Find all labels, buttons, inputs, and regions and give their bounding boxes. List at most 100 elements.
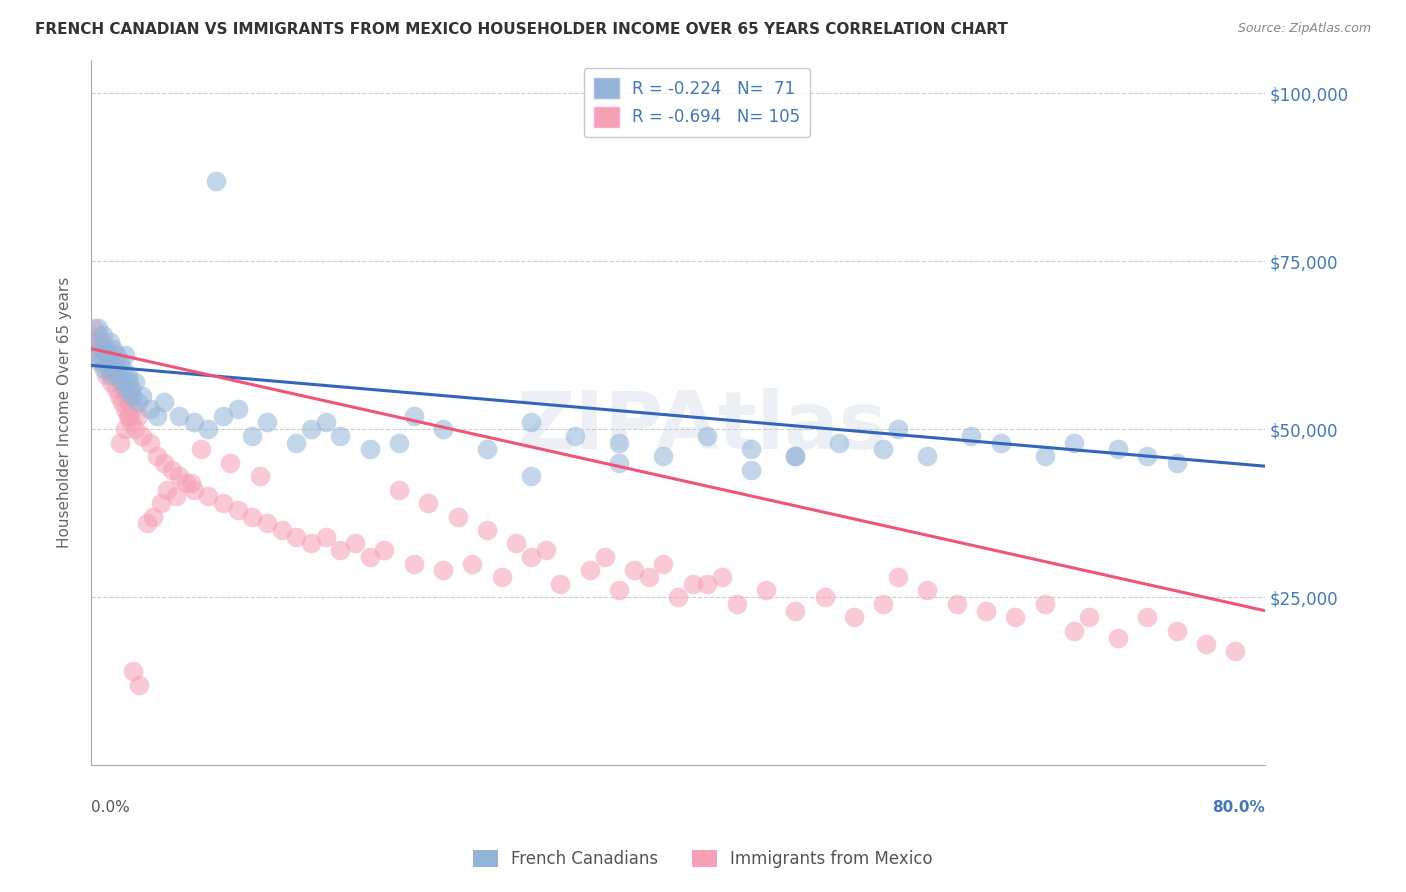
Point (402, 409, 425, 423)
Point (814, 591, 837, 605)
Point (108, 368, 131, 383)
Point (204, 173, 226, 187)
Point (114, 348, 136, 362)
Point (917, 449, 939, 463)
Point (111, 395, 134, 409)
Point (388, 483, 411, 497)
Point (142, 509, 165, 524)
Point (122, 664, 145, 678)
Point (623, 563, 645, 577)
Point (359, 549, 381, 564)
Point (917, 583, 939, 598)
Point (579, 563, 602, 577)
Point (828, 435, 851, 450)
Point (249, 469, 271, 483)
Point (1033, 449, 1056, 463)
Point (131, 389, 153, 403)
Point (270, 523, 292, 537)
Point (520, 549, 543, 564)
Point (887, 570, 910, 584)
Point (432, 563, 454, 577)
Point (696, 429, 718, 443)
Point (226, 503, 249, 517)
Point (872, 597, 894, 611)
Point (974, 604, 997, 618)
Point (1107, 442, 1129, 457)
Point (607, 435, 630, 450)
Text: 0.0%: 0.0% (91, 800, 129, 815)
Point (93, 361, 115, 376)
Point (105, 348, 128, 362)
Point (564, 429, 586, 443)
Text: FRENCH CANADIAN VS IMMIGRANTS FROM MEXICO HOUSEHOLDER INCOME OVER 65 YEARS CORRE: FRENCH CANADIAN VS IMMIGRANTS FROM MEXIC… (35, 22, 1008, 37)
Point (872, 442, 894, 457)
Point (114, 422, 136, 436)
Point (315, 530, 337, 544)
Y-axis label: Householder Income Over 65 years: Householder Income Over 65 years (58, 277, 72, 548)
Point (150, 496, 173, 510)
Point (593, 549, 616, 564)
Point (607, 456, 630, 470)
Point (212, 409, 235, 423)
Legend: R = -0.224   N=  71, R = -0.694   N= 105: R = -0.224 N= 71, R = -0.694 N= 105 (583, 68, 810, 137)
Point (118, 409, 141, 423)
Point (101, 361, 124, 376)
Point (212, 496, 235, 510)
Point (97, 355, 120, 369)
Point (103, 368, 125, 383)
Point (256, 416, 278, 430)
Point (87, 328, 110, 343)
Point (256, 516, 278, 531)
Point (121, 402, 143, 417)
Point (315, 416, 337, 430)
Text: ZIPAtlas: ZIPAtlas (516, 387, 887, 466)
Point (197, 422, 219, 436)
Point (117, 409, 139, 423)
Point (418, 496, 440, 510)
Point (100, 375, 122, 389)
Legend: French Canadians, Immigrants from Mexico: French Canadians, Immigrants from Mexico (467, 843, 939, 875)
Point (108, 389, 131, 403)
Point (1077, 610, 1099, 624)
Point (1063, 624, 1085, 638)
Point (1166, 456, 1188, 470)
Point (344, 536, 367, 550)
Point (167, 469, 190, 483)
Point (105, 368, 128, 383)
Point (131, 429, 153, 443)
Point (104, 382, 127, 396)
Point (299, 422, 322, 436)
Point (1136, 449, 1159, 463)
Point (97, 361, 120, 376)
Point (96, 348, 118, 362)
Point (91, 355, 114, 369)
Point (652, 449, 675, 463)
Point (1225, 644, 1247, 658)
Point (165, 490, 187, 504)
Point (115, 382, 138, 396)
Point (146, 449, 169, 463)
Point (1166, 624, 1188, 638)
Point (329, 543, 352, 558)
Point (89, 355, 111, 369)
Point (91, 328, 114, 343)
Point (842, 610, 865, 624)
Point (160, 462, 183, 476)
Point (87, 321, 110, 335)
Point (114, 402, 136, 417)
Point (550, 576, 572, 591)
Point (1195, 637, 1218, 651)
Point (432, 422, 454, 436)
Point (120, 416, 142, 430)
Point (388, 435, 411, 450)
Point (190, 442, 212, 457)
Point (146, 409, 169, 423)
Point (124, 375, 146, 389)
Point (402, 557, 425, 571)
Point (652, 557, 675, 571)
Point (285, 530, 308, 544)
Point (696, 576, 718, 591)
Point (1033, 597, 1056, 611)
Point (110, 435, 132, 450)
Point (167, 409, 190, 423)
